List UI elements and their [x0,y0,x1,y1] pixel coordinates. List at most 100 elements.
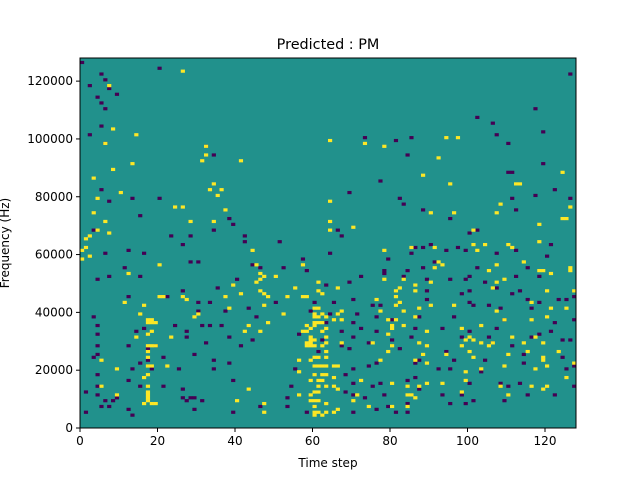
heatmap-cell-high [300,263,306,267]
heatmap-cell-high [324,315,329,319]
heatmap-cell-low [525,266,530,270]
heatmap-cell-low [235,277,240,281]
heatmap-cell-low [138,361,143,365]
heatmap-cell-low [552,188,557,192]
heatmap-cell-high [149,318,154,322]
heatmap-cell-low [223,309,228,313]
heatmap-cell-high [413,315,418,319]
heatmap-cell-high [316,355,321,359]
heatmap-cell-high [235,399,240,403]
heatmap-cell-high [564,216,569,221]
heatmap-cell-high [390,326,395,331]
heatmap-cell-low [572,318,577,322]
heatmap-cell-low [510,292,515,296]
heatmap-cell-low [483,280,488,284]
heatmap-cell-low [339,234,344,238]
heatmap-cell-low [126,378,131,383]
heatmap-cell-low [95,352,100,357]
heatmap-cell-low [95,277,100,281]
heatmap-cell-high [304,344,309,348]
heatmap-cell-low [467,300,472,304]
heatmap-cell-low [91,355,96,359]
heatmap-cell-high [393,318,399,322]
heatmap-cell-low [80,60,85,65]
heatmap-cell-high [417,384,422,388]
heatmap-cell-high [320,344,325,348]
heatmap-cell-low [312,300,317,304]
heatmap-cell-high [440,263,445,267]
heatmap-cell-high [413,289,418,293]
heatmap-cell-high [316,399,321,403]
heatmap-cell-low [343,373,348,377]
heatmap-cell-low [320,338,325,342]
heatmap-cell-high [424,361,430,365]
heatmap-cell-low [444,349,449,354]
heatmap-cell-high [324,384,329,388]
heatmap-cell-low [95,373,100,377]
heatmap-cell-low [134,329,139,333]
heatmap-cell-high [568,269,573,273]
heatmap-cell-high [424,344,430,348]
heatmap-cell-high [300,329,306,333]
heatmap-cell-high [308,399,313,403]
heatmap-cell-high [180,295,185,299]
heatmap-cell-low [157,66,162,70]
heatmap-cell-low [413,375,418,380]
heatmap-cell-high [200,159,205,163]
heatmap-cell-low [498,381,503,385]
heatmap-cell-low [339,329,344,333]
heatmap-cell-low [138,384,143,388]
heatmap-cell-high [463,378,468,383]
heatmap-cell-high [304,323,309,328]
heatmap-cell-high [192,315,197,319]
heatmap-cell-high [145,396,151,400]
heatmap-cell-low [142,251,147,255]
heatmap-cell-low [200,323,205,328]
heatmap-cell-high [378,309,383,313]
heatmap-cell-high [359,378,364,383]
heatmap-cell-high [471,228,476,232]
heatmap-cell-low [339,344,344,348]
heatmap-cell-low [227,216,232,221]
heatmap-cell-high [219,188,224,192]
heatmap-cell-high [413,283,418,287]
heatmap-cell-low [448,401,453,406]
heatmap-cell-low [207,323,213,328]
heatmap-cell-low [382,271,387,276]
heatmap-cell-high [537,269,542,273]
heatmap-cell-low [393,410,399,414]
heatmap-cell-low [107,86,112,91]
heatmap-cell-low [95,384,100,388]
heatmap-cell-low [498,306,503,310]
heatmap-cell-low [486,335,492,339]
heatmap-cell-low [564,297,569,302]
heatmap-cell-high [331,318,337,322]
heatmap-cell-high [254,280,259,284]
heatmap-cell-high [316,384,321,388]
heatmap-cell-low [242,234,247,238]
heatmap-cell-low [521,361,526,365]
heatmap-cell-high [149,329,154,333]
heatmap-cell-low [413,326,418,331]
heatmap-cell-high [316,280,321,284]
heatmap-cell-high [483,243,488,247]
heatmap-cell-high [142,303,147,307]
heatmap-cell-high [537,222,542,226]
heatmap-cell-high [506,352,511,357]
heatmap-cell-high [304,329,309,333]
heatmap-cell-low [467,274,472,278]
heatmap-cell-low [188,234,193,238]
heatmap-cell-high [312,399,317,403]
heatmap-cell-high [514,182,519,186]
heatmap-cell-high [471,355,476,359]
heatmap-cell-low [250,263,255,267]
heatmap-cell-low [130,367,135,371]
heatmap-cell-high [362,141,368,146]
heatmap-cell-high [339,309,344,313]
heatmap-cell-low [192,396,197,400]
heatmap-cell-high [215,193,220,198]
heatmap-cell-high [471,243,476,247]
heatmap-cell-low [471,303,476,307]
heatmap-cell-high [572,361,577,365]
heatmap-cell-high [564,306,569,310]
